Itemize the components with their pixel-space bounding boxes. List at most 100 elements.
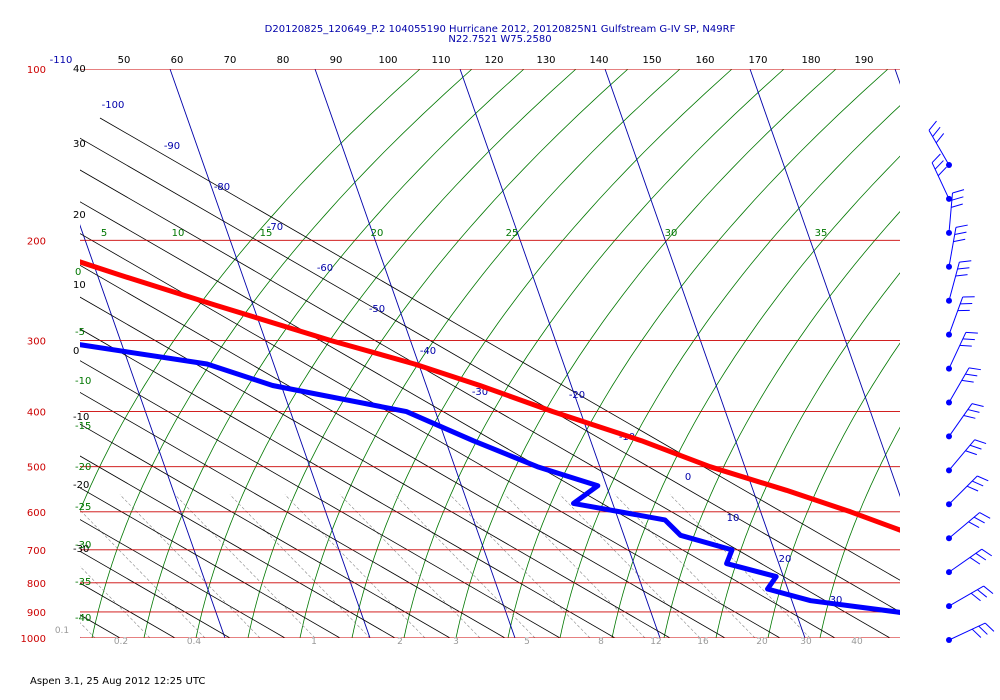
grid-lines — [80, 69, 900, 638]
left-scale-label: -10 — [73, 412, 89, 423]
pressure-label: 300 — [27, 336, 46, 347]
moist-adiabat-line — [611, 155, 900, 638]
moist-adiabat-line — [403, 69, 785, 638]
isotherm-label: -50 — [369, 304, 385, 315]
dry-adiabat-line — [80, 423, 451, 638]
wind-barb-feather — [978, 625, 988, 635]
wind-barb-feather — [973, 516, 985, 524]
isotherm-line — [604, 69, 806, 638]
dry-adiabat-line — [80, 328, 616, 638]
wind-barb-feather — [984, 622, 995, 632]
isotherm-label: -40 — [420, 346, 436, 357]
wind-barb-staff — [948, 439, 976, 471]
mixing-ratio-line — [80, 509, 206, 638]
wind-barb-feather — [959, 260, 972, 263]
mixing-ratio-label: 2 — [397, 637, 403, 647]
moist-adiabat-label: 5 — [101, 228, 107, 239]
top-axis-tick: 190 — [854, 55, 873, 66]
moist-adiabat-label: 30 — [665, 228, 678, 239]
wind-barb-dot — [946, 603, 952, 610]
moist-adiabat-line — [195, 69, 577, 638]
pressure-label: 100 — [27, 65, 46, 76]
wind-barb-feather — [971, 403, 984, 408]
wind-barb-staff — [928, 130, 950, 166]
mixing-ratio-label: 3 — [453, 637, 459, 647]
moist-adiabat-line — [507, 69, 889, 638]
wind-barb-dot — [946, 297, 952, 304]
wind-barb-feather — [971, 480, 984, 487]
pressure-label: 200 — [27, 236, 46, 247]
wind-barb-feather — [965, 331, 978, 334]
isotherm-label: 20 — [779, 554, 792, 565]
isotherm-line — [314, 69, 516, 638]
wind-barb-feather — [974, 439, 987, 445]
wind-barb — [946, 331, 978, 372]
top-axis-tick: 70 — [224, 55, 237, 66]
isotherm-label: -20 — [569, 390, 585, 401]
wind-barb-feather — [977, 475, 989, 482]
wind-barb-feather — [932, 126, 941, 137]
wind-barb — [946, 439, 987, 474]
mixing-ratio-line — [229, 494, 371, 638]
moist-adiabat-line — [299, 69, 681, 638]
top-axis-tick: 100 — [378, 55, 397, 66]
left-scale-label: 40 — [73, 64, 86, 75]
mixing-ratio-line — [614, 494, 756, 638]
left-scale-green-label: -5 — [75, 327, 85, 338]
wind-barb-dot — [946, 263, 952, 270]
wind-barb-feather — [979, 512, 991, 519]
wind-barb — [946, 260, 972, 304]
wind-barb — [946, 622, 995, 643]
wind-barb-feather — [975, 552, 987, 561]
wind-barb-staff — [948, 585, 984, 607]
wind-barb-feather — [955, 224, 968, 228]
wind-barb-feather — [937, 166, 947, 177]
pressure-label: 900 — [27, 608, 46, 619]
wind-barb-feather — [952, 189, 965, 194]
mixing-ratio-line — [174, 494, 316, 638]
top-axis-tick: 80 — [277, 55, 290, 66]
moist-adiabat-line — [455, 69, 837, 638]
wind-barb-feather — [961, 379, 974, 383]
wind-barb-dot — [946, 501, 952, 508]
wind-barb-feather — [951, 203, 963, 208]
wind-barb-dot — [946, 569, 952, 576]
wind-barb-dot — [946, 433, 952, 440]
wind-barb — [931, 153, 952, 202]
wind-barb-feather — [971, 628, 982, 638]
wind-barb — [946, 548, 993, 576]
wind-barb-dot — [946, 467, 952, 474]
isotherm-label: -60 — [317, 263, 333, 274]
isotherm-line — [80, 636, 81, 638]
wind-barb-staff — [931, 162, 950, 200]
left-scale-green-label: -15 — [75, 421, 91, 432]
wind-barb-feather — [967, 409, 980, 413]
left-scale-green-label: -40 — [75, 613, 91, 624]
top-axis-tick: 130 — [536, 55, 555, 66]
top-axis-tick: 150 — [642, 55, 661, 66]
wind-barb-feather — [966, 485, 979, 492]
chart-title: D20120825_120649_P.2 104055190 Hurricane… — [264, 24, 736, 35]
wind-barb — [928, 120, 952, 168]
sounding-profiles — [80, 259, 900, 615]
mixing-ratio-line — [394, 494, 536, 638]
wind-barb-staff — [948, 548, 983, 573]
wind-barb-feather — [963, 414, 976, 419]
moist-adiabat-label: 15 — [260, 228, 273, 239]
mixing-ratio-line — [119, 494, 261, 638]
top-axis-tick: 120 — [484, 55, 503, 66]
wind-barb-feather — [931, 153, 941, 164]
dewpoint-profile — [80, 342, 900, 615]
wind-barb — [946, 585, 994, 610]
dry-adiabat-line — [80, 233, 781, 638]
isotherm-line — [459, 69, 661, 638]
wind-barb-staff — [948, 403, 973, 437]
wind-barb-feather — [955, 274, 968, 277]
left-scale-label: 20 — [73, 210, 86, 221]
top-axis-tick: 50 — [118, 55, 131, 66]
isotherm-line — [749, 69, 900, 498]
wind-barb — [946, 512, 991, 542]
wind-barbs — [928, 120, 995, 643]
